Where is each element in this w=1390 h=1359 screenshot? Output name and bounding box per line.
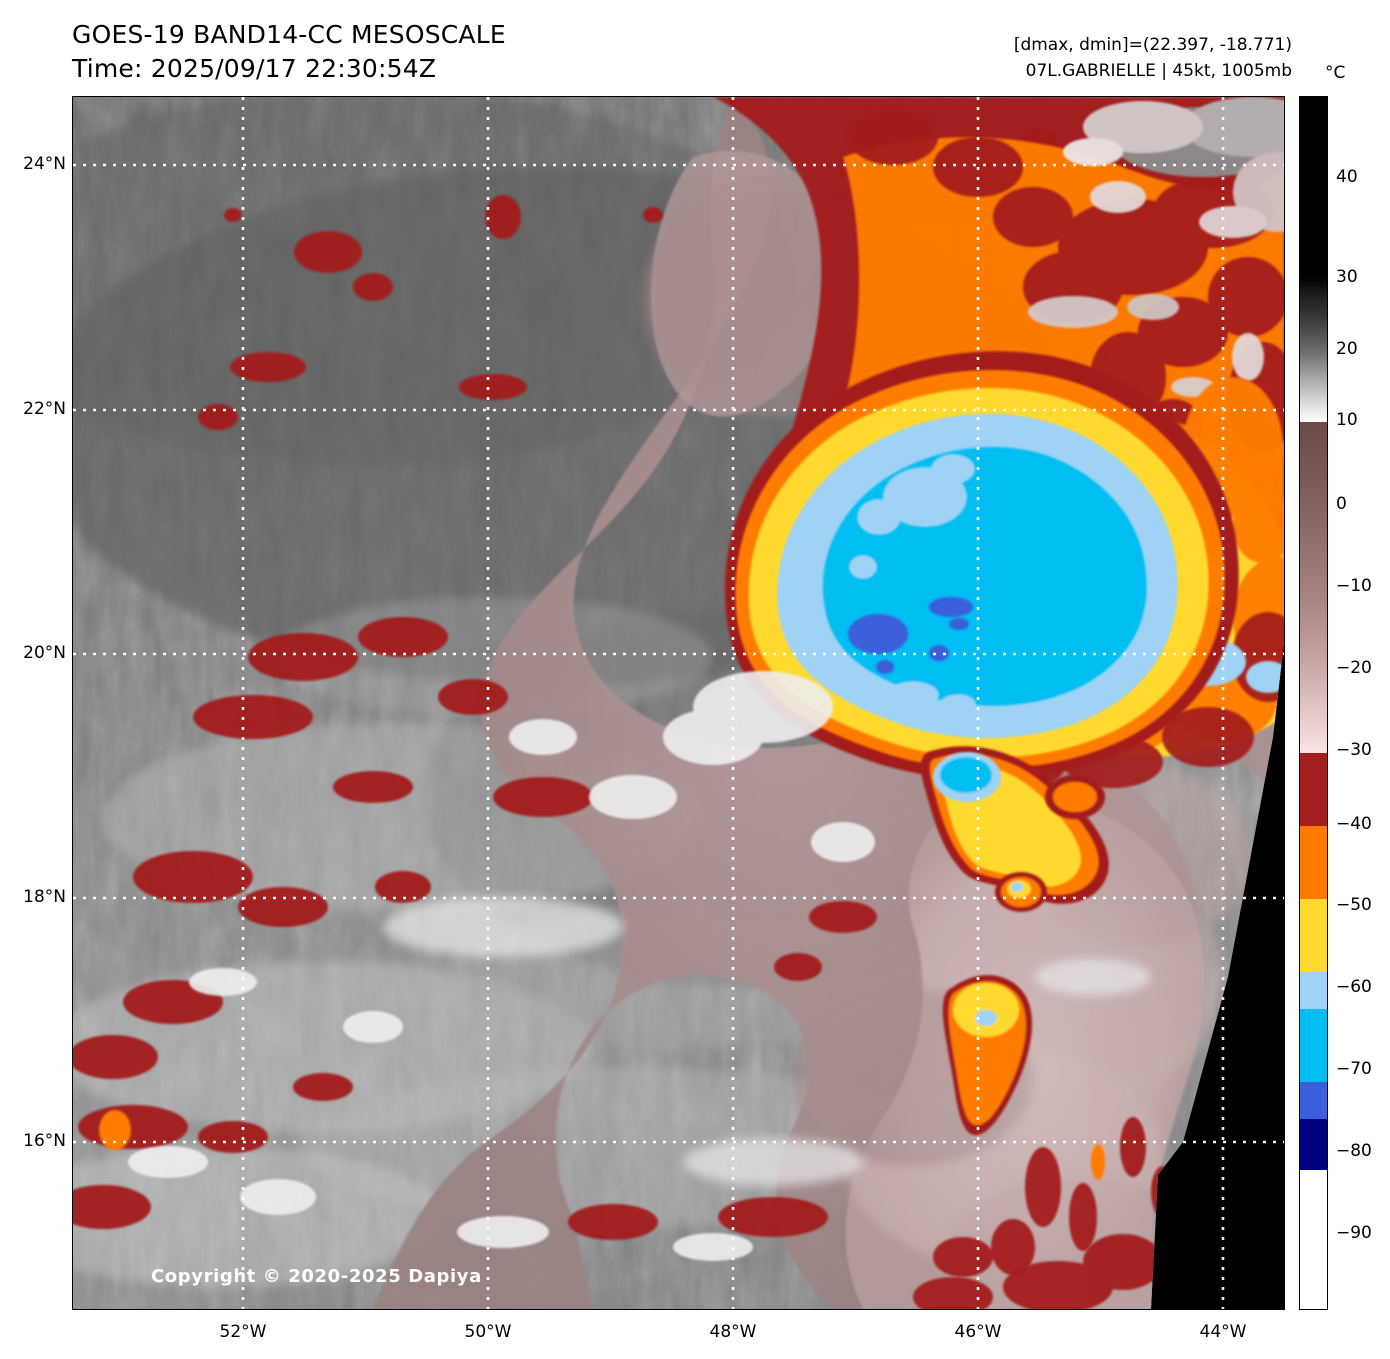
cbar-seg-grayramp bbox=[1300, 276, 1327, 422]
lat-tick-20n: 20°N bbox=[23, 643, 66, 663]
satellite-image bbox=[73, 97, 1284, 1309]
colorbar-unit-label: °C bbox=[1325, 63, 1346, 83]
cbar-seg-cyan bbox=[1300, 1009, 1327, 1082]
cbar-seg-darkred bbox=[1300, 753, 1327, 826]
cbar-tick-0: 0 bbox=[1336, 494, 1347, 514]
cbar-tick-m30: −30 bbox=[1336, 740, 1372, 760]
cold-speckles bbox=[73, 127, 1175, 1277]
cbar-seg-mauveramp bbox=[1300, 422, 1327, 753]
product-title: GOES-19 BAND14-CC MESOSCALE bbox=[72, 20, 506, 49]
lon-tick-44w: 44°W bbox=[1199, 1322, 1247, 1342]
isolated-convective-cell bbox=[99, 975, 1105, 1180]
cbar-seg-yellow bbox=[1300, 899, 1327, 972]
cbar-tick-m40: −40 bbox=[1336, 814, 1372, 834]
dmax-dmin-label: [dmax, dmin]=(22.397, -18.771) bbox=[1013, 35, 1292, 55]
lat-tick-22n: 22°N bbox=[23, 399, 66, 419]
cbar-seg-lightblue bbox=[1300, 972, 1327, 1009]
header-annotations: [dmax, dmin]=(22.397, -18.771) 07L.GABRI… bbox=[1014, 32, 1292, 84]
cbar-tick-m20: −20 bbox=[1336, 658, 1372, 678]
colorbar bbox=[1299, 96, 1328, 1310]
cbar-tick-m10: −10 bbox=[1336, 576, 1372, 596]
cbar-tick-m90: −90 bbox=[1336, 1223, 1372, 1243]
cbar-tick-m70: −70 bbox=[1336, 1059, 1372, 1079]
cbar-seg-orange bbox=[1300, 826, 1327, 899]
lon-tick-50w: 50°W bbox=[464, 1322, 512, 1342]
cbar-seg-black bbox=[1300, 97, 1327, 276]
cbar-tick-30: 30 bbox=[1336, 267, 1358, 287]
cbar-tick-m80: −80 bbox=[1336, 1141, 1372, 1161]
satellite-map[interactable]: Copyright © 2020-2025 Dapiya bbox=[72, 96, 1285, 1310]
secondary-convective-band bbox=[920, 746, 1109, 912]
cbar-tick-m50: −50 bbox=[1336, 895, 1372, 915]
graticule bbox=[73, 97, 1284, 1309]
lat-tick-18n: 18°N bbox=[23, 887, 66, 907]
cbar-seg-blue bbox=[1300, 1082, 1327, 1119]
page-title: GOES-19 BAND14-CC MESOSCALE Time: 2025/0… bbox=[72, 18, 506, 86]
lat-tick-24n: 24°N bbox=[23, 154, 66, 174]
cbar-tick-20: 20 bbox=[1336, 339, 1358, 359]
lon-tick-48w: 48°W bbox=[709, 1322, 757, 1342]
cbar-seg-navy bbox=[1300, 1119, 1327, 1170]
cbar-tick-40: 40 bbox=[1336, 167, 1358, 187]
cbar-seg-white bbox=[1300, 1170, 1327, 1309]
storm-info-label: 07L.GABRIELLE | 45kt, 1005mb bbox=[1025, 61, 1292, 81]
lon-tick-52w: 52°W bbox=[219, 1322, 267, 1342]
copyright-notice: Copyright © 2020-2025 Dapiya bbox=[151, 1266, 482, 1287]
lon-tick-46w: 46°W bbox=[954, 1322, 1002, 1342]
cbar-tick-10: 10 bbox=[1336, 410, 1358, 430]
timestamp: Time: 2025/09/17 22:30:54Z bbox=[72, 54, 437, 83]
cbar-tick-m60: −60 bbox=[1336, 977, 1372, 997]
main-convective-mass bbox=[724, 351, 1239, 780]
lat-tick-16n: 16°N bbox=[23, 1131, 66, 1151]
